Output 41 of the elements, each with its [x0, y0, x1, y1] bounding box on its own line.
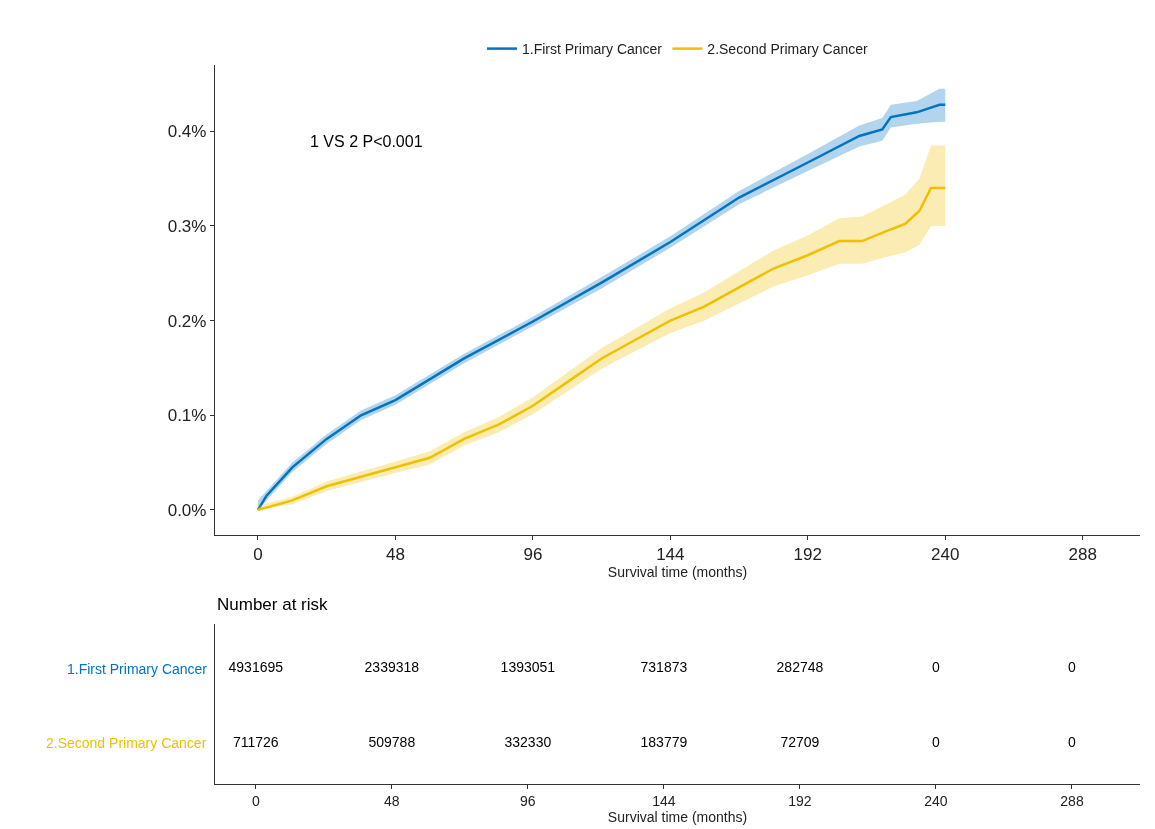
data-label: 1393051: [500, 659, 556, 676]
x-tick-label: 192: [788, 792, 812, 809]
x-tick-label: 240: [924, 792, 948, 809]
annotation: 1 VS 2 P<0.001: [310, 133, 423, 150]
x-tick-label: 192: [793, 545, 822, 565]
x-tick-label: 0: [251, 792, 260, 809]
x-tick-label: 240: [931, 545, 960, 565]
data-label: 4931695: [228, 659, 284, 676]
data-label: 711726: [232, 733, 279, 750]
x-axis-title: Survival time (months): [607, 564, 748, 581]
y-tick-label: 2.Second Primary Cancer: [46, 735, 207, 751]
x-tick-label: 144: [656, 545, 685, 565]
data-label: 0: [1068, 659, 1077, 676]
y-tick-label: 0.1%: [167, 406, 207, 426]
data-label: 72709: [780, 733, 820, 750]
y-tick-label: 0.4%: [167, 122, 207, 142]
x-tick-label: 288: [1068, 545, 1097, 565]
data-label: 2339318: [364, 659, 420, 676]
legend-label: 2.Second Primary Cancer: [707, 41, 868, 58]
x-axis-title: Survival time (months): [607, 808, 748, 825]
data-label: 282748: [776, 659, 824, 676]
x-tick-label: 96: [523, 545, 543, 565]
data-label: 0: [1068, 733, 1077, 750]
chart-title: Number at risk: [217, 595, 329, 614]
x-tick-label: 48: [384, 792, 400, 809]
y-tick-label: 1.First Primary Cancer: [67, 661, 208, 677]
data-label: 332330: [504, 733, 552, 750]
data-label: 183779: [640, 733, 688, 750]
x-tick-label: 0: [253, 545, 263, 565]
x-tick-label: 48: [385, 545, 405, 565]
data-label: 0: [932, 733, 941, 750]
x-tick-label: 288: [1060, 792, 1084, 809]
data-label: 509788: [368, 733, 416, 750]
data-label: 731873: [640, 659, 688, 676]
data-label: 0: [932, 659, 941, 676]
y-tick-label: 0.2%: [167, 311, 207, 331]
x-tick-label: 96: [520, 792, 536, 809]
y-tick-label: 0.3%: [167, 216, 207, 236]
x-tick-label: 144: [652, 792, 676, 809]
y-tick-label: 0.0%: [167, 500, 207, 520]
legend-label: 1.First Primary Cancer: [522, 41, 663, 58]
